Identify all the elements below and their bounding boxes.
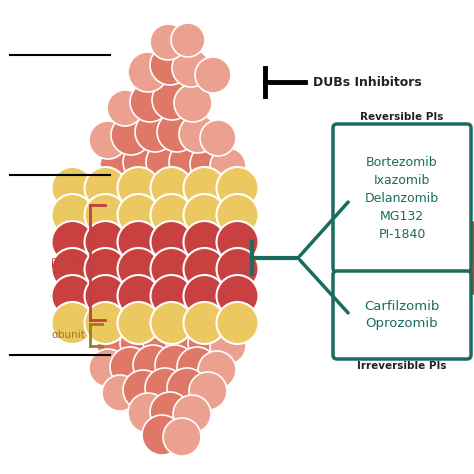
Circle shape <box>183 248 226 290</box>
Circle shape <box>84 302 127 344</box>
Circle shape <box>151 248 192 290</box>
Circle shape <box>52 275 93 317</box>
Circle shape <box>52 194 93 236</box>
Circle shape <box>210 328 246 364</box>
Circle shape <box>84 221 127 263</box>
Circle shape <box>89 121 127 159</box>
Circle shape <box>150 24 186 60</box>
Circle shape <box>118 194 159 236</box>
Circle shape <box>118 167 159 209</box>
Circle shape <box>150 45 190 85</box>
Text: Bortezomib
Ixazomib
Delanzomib
MG132
PI-1840: Bortezomib Ixazomib Delanzomib MG132 PI-… <box>365 155 439 240</box>
Circle shape <box>155 345 195 385</box>
Circle shape <box>183 302 226 344</box>
Circle shape <box>200 120 236 156</box>
Circle shape <box>142 415 182 455</box>
Circle shape <box>190 144 230 184</box>
Circle shape <box>118 275 159 317</box>
Text: Carfilzomib
Oprozomib: Carfilzomib Oprozomib <box>365 300 440 330</box>
Circle shape <box>150 392 190 432</box>
Circle shape <box>84 167 127 209</box>
Circle shape <box>157 112 197 152</box>
Circle shape <box>217 221 258 263</box>
Circle shape <box>183 221 226 263</box>
Circle shape <box>189 372 227 410</box>
Circle shape <box>84 275 127 317</box>
Circle shape <box>146 142 186 182</box>
Circle shape <box>120 323 160 363</box>
Circle shape <box>128 393 168 433</box>
Circle shape <box>52 221 93 263</box>
FancyBboxPatch shape <box>333 271 471 359</box>
Circle shape <box>151 194 192 236</box>
Circle shape <box>102 375 138 411</box>
Circle shape <box>169 142 209 182</box>
Circle shape <box>97 325 137 365</box>
Circle shape <box>217 302 258 344</box>
Circle shape <box>217 248 258 290</box>
Circle shape <box>89 349 127 387</box>
Circle shape <box>118 221 159 263</box>
Circle shape <box>100 145 140 185</box>
Circle shape <box>198 351 236 389</box>
Circle shape <box>151 275 192 317</box>
Circle shape <box>151 167 192 209</box>
Text: αbunit: αbunit <box>51 330 85 340</box>
Circle shape <box>123 370 163 410</box>
Circle shape <box>111 115 151 155</box>
Circle shape <box>145 368 185 408</box>
Circle shape <box>52 248 93 290</box>
Circle shape <box>133 345 173 385</box>
Circle shape <box>210 148 246 184</box>
Text: βbunit: βbunit <box>51 257 85 267</box>
Circle shape <box>84 194 127 236</box>
Circle shape <box>173 395 211 433</box>
Circle shape <box>107 90 143 126</box>
Circle shape <box>217 275 258 317</box>
Circle shape <box>151 221 192 263</box>
Circle shape <box>183 275 226 317</box>
FancyBboxPatch shape <box>333 124 471 272</box>
Circle shape <box>52 167 93 209</box>
Circle shape <box>174 84 212 122</box>
Text: DUBs Inhibitors: DUBs Inhibitors <box>313 75 422 89</box>
Circle shape <box>118 302 159 344</box>
Circle shape <box>135 112 175 152</box>
Circle shape <box>130 82 170 122</box>
Circle shape <box>52 302 93 344</box>
Circle shape <box>163 418 201 456</box>
Circle shape <box>183 194 226 236</box>
Circle shape <box>171 23 205 57</box>
Circle shape <box>151 302 192 344</box>
Circle shape <box>195 57 231 93</box>
Circle shape <box>152 80 192 120</box>
Circle shape <box>84 248 127 290</box>
Circle shape <box>172 49 210 87</box>
Circle shape <box>217 167 258 209</box>
Text: Reversible PIs: Reversible PIs <box>360 112 444 122</box>
Circle shape <box>179 115 217 153</box>
Text: Irreversible PIs: Irreversible PIs <box>357 361 447 371</box>
Circle shape <box>166 321 206 361</box>
Circle shape <box>436 220 474 296</box>
Circle shape <box>188 323 228 363</box>
Circle shape <box>123 142 163 182</box>
Circle shape <box>217 194 258 236</box>
Circle shape <box>167 368 207 408</box>
Circle shape <box>177 347 217 387</box>
Circle shape <box>110 347 150 387</box>
Circle shape <box>128 52 168 92</box>
Circle shape <box>118 248 159 290</box>
Circle shape <box>183 167 226 209</box>
Circle shape <box>143 321 183 361</box>
